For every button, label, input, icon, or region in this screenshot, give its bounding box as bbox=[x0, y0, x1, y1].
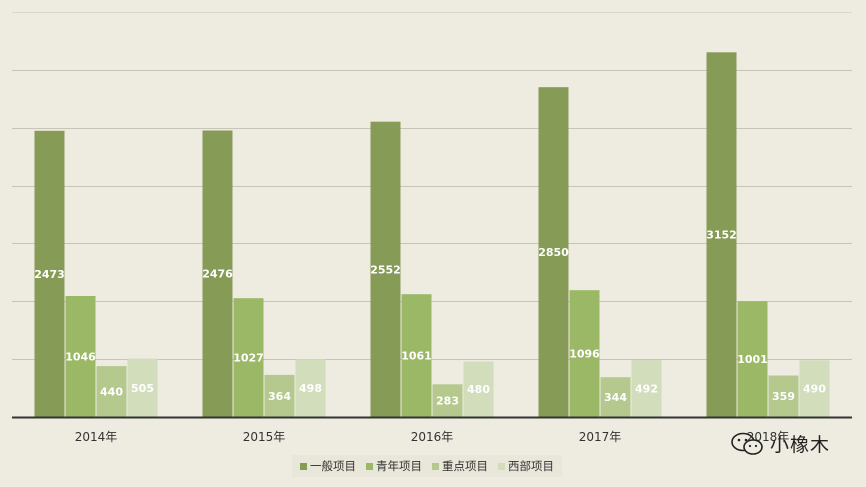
data-label: 1096 bbox=[569, 348, 600, 361]
x-tick-label: 2015年 bbox=[243, 430, 286, 444]
legend-label: 一般项目 bbox=[310, 459, 356, 473]
bar bbox=[264, 374, 295, 417]
data-labels: 2473 1046 440 505 2476 1027 364 498 2552 1061 283 4… bbox=[34, 229, 826, 408]
bar bbox=[569, 290, 600, 417]
data-label: 2850 bbox=[538, 246, 569, 259]
bar bbox=[538, 87, 569, 417]
legend: 一般项目 青年项目 重点项目 西部项目 bbox=[292, 455, 562, 477]
bars bbox=[34, 52, 830, 418]
legend-label: 西部项目 bbox=[508, 459, 554, 473]
legend-label: 青年项目 bbox=[376, 459, 422, 473]
watermark-text: 小橡木 bbox=[770, 434, 831, 456]
bar bbox=[737, 301, 768, 417]
data-label: 505 bbox=[131, 382, 154, 395]
data-label: 1027 bbox=[233, 352, 264, 365]
bar bbox=[202, 130, 233, 417]
bar bbox=[295, 359, 326, 417]
bar bbox=[96, 366, 127, 417]
legend-swatch bbox=[366, 462, 373, 470]
data-label: 490 bbox=[803, 383, 826, 396]
data-label: 1001 bbox=[737, 353, 768, 366]
data-label: 492 bbox=[635, 383, 658, 396]
legend-swatch bbox=[498, 462, 505, 470]
bar bbox=[401, 294, 432, 417]
watermark: 小橡木 bbox=[730, 430, 830, 457]
legend-item-series-3: 西部项目 bbox=[498, 458, 554, 474]
data-label: 480 bbox=[467, 383, 490, 396]
x-tick-labels: 2014年 2015年 2016年 2017年 2018年 bbox=[75, 430, 790, 444]
bar bbox=[34, 130, 65, 418]
data-label: 2473 bbox=[34, 268, 65, 281]
data-label: 440 bbox=[100, 386, 123, 399]
data-label: 1061 bbox=[401, 350, 432, 363]
x-tick-label: 2014年 bbox=[75, 430, 118, 444]
legend-item-series-1: 青年项目 bbox=[366, 458, 422, 474]
gridlines bbox=[12, 12, 852, 360]
legend-swatch bbox=[300, 462, 307, 470]
bar bbox=[370, 121, 401, 417]
bar bbox=[65, 296, 96, 417]
bar bbox=[706, 52, 737, 418]
x-tick-label: 2017年 bbox=[579, 430, 622, 444]
bar bbox=[463, 361, 494, 417]
bar bbox=[768, 375, 799, 417]
wechat-icon bbox=[731, 432, 763, 455]
data-label: 1046 bbox=[65, 351, 96, 364]
data-label: 3152 bbox=[706, 229, 737, 242]
data-label: 283 bbox=[436, 395, 459, 408]
data-label: 2476 bbox=[202, 268, 233, 281]
legend-item-series-0: 一般项目 bbox=[300, 458, 356, 474]
data-label: 364 bbox=[268, 390, 291, 403]
data-label: 344 bbox=[604, 391, 627, 404]
bar bbox=[233, 298, 264, 417]
legend-label: 重点项目 bbox=[442, 459, 488, 473]
legend-item-series-2: 重点项目 bbox=[432, 458, 488, 474]
bar bbox=[127, 358, 158, 417]
data-label: 498 bbox=[299, 382, 322, 395]
legend-swatch bbox=[432, 462, 439, 470]
bar bbox=[600, 377, 631, 417]
bar bbox=[631, 360, 662, 417]
bar bbox=[799, 360, 830, 417]
x-tick-label: 2016年 bbox=[411, 430, 454, 444]
data-label: 2552 bbox=[370, 263, 401, 276]
data-label: 359 bbox=[772, 390, 795, 403]
bar bbox=[432, 384, 463, 417]
